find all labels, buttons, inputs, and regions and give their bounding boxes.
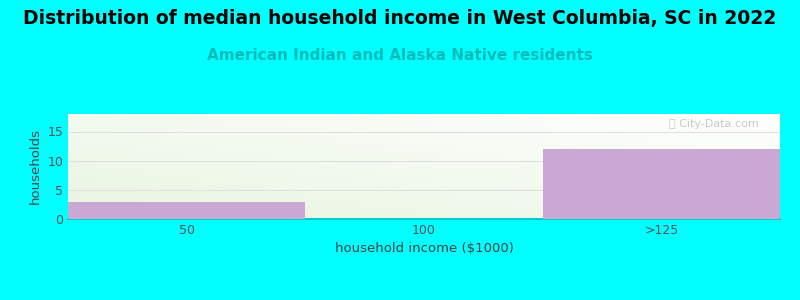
Text: Distribution of median household income in West Columbia, SC in 2022: Distribution of median household income …: [23, 9, 777, 28]
Bar: [68, 202, 306, 219]
X-axis label: household income ($1000): household income ($1000): [334, 242, 514, 255]
Text: ⓘ City-Data.com: ⓘ City-Data.com: [669, 119, 758, 129]
Bar: [542, 149, 780, 219]
Text: American Indian and Alaska Native residents: American Indian and Alaska Native reside…: [207, 48, 593, 63]
Y-axis label: households: households: [29, 128, 42, 205]
